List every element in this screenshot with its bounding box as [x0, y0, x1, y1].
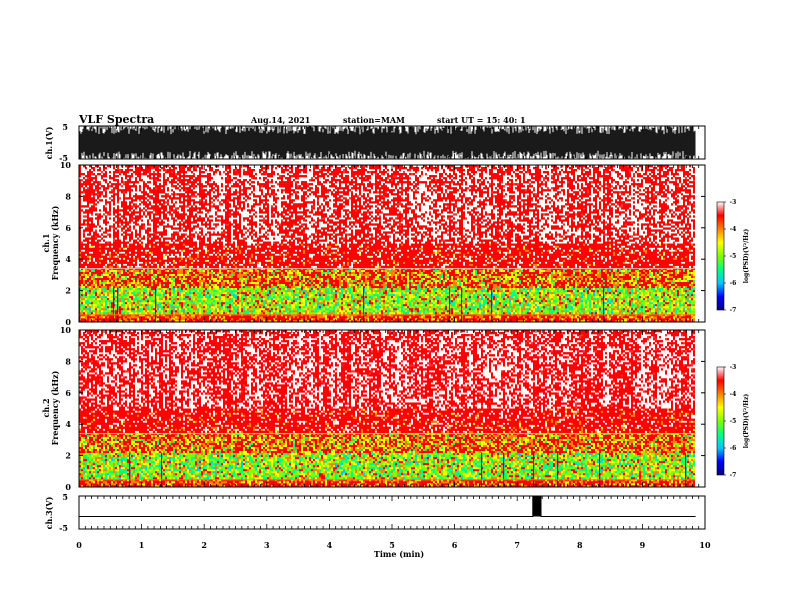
colorbar-tick-label: -7 — [730, 307, 737, 314]
ch3-ytick-bottom: -5 — [59, 523, 68, 533]
ch2-colorbar: -3 -4 -5 -6 -7 log(PSD)(V²/Hz) — [717, 364, 750, 479]
start-time-label: start UT = 15: 40: 1 — [437, 115, 526, 125]
ytick-label: 10 — [60, 325, 72, 335]
x-tick-label: 1 — [139, 540, 145, 550]
station-label: station=MAM — [343, 115, 405, 125]
ytick-label: 8 — [65, 191, 71, 201]
x-tick-label: 7 — [514, 540, 520, 550]
figure-title: VLF Spectra — [78, 113, 154, 126]
ytick-label: 2 — [65, 286, 71, 296]
ytick-label: 4 — [65, 419, 71, 429]
colorbar-label: log(PSD)(V²/Hz) — [743, 394, 750, 449]
colorbar-tick-label: -6 — [730, 280, 737, 287]
ch3-waveform-panel: 5 -5 ch.3(V) — [44, 492, 705, 533]
ch3-ytick-top: 5 — [62, 492, 68, 502]
ch1-ytick-top: 5 — [62, 122, 68, 132]
ch3-waveform-trace — [79, 496, 696, 517]
colorbar-tick-label: -7 — [730, 472, 737, 479]
ytick-label: 6 — [65, 388, 71, 398]
ch1-frequency-label: Frequency (kHz) — [50, 205, 60, 280]
ch1-waveform-line — [80, 126, 695, 159]
ytick-label: 6 — [65, 223, 71, 233]
colorbar-gradient — [717, 202, 724, 310]
colorbar-tick-label: -4 — [730, 391, 737, 398]
colorbar-gradient — [717, 367, 724, 475]
x-tick-label: 8 — [577, 540, 583, 550]
ytick-label: 2 — [65, 451, 71, 461]
ch1-waveform-ylabel: ch.1(V) — [44, 126, 54, 159]
ch1-waveform-panel: 5 -5 ch.1(V) — [44, 122, 705, 163]
ytick-label: 4 — [65, 254, 71, 264]
colorbar-tick-label: -3 — [730, 364, 737, 371]
date-label: Aug.14, 2021 — [250, 115, 310, 125]
ch1-waveform-trace — [80, 126, 695, 159]
x-tick-label: 4 — [327, 540, 333, 550]
ch3-pulse — [533, 496, 541, 517]
ch3-waveform-ylabel: ch.3(V) — [44, 496, 54, 529]
ytick-label: 8 — [65, 356, 71, 366]
x-tick-label: 0 — [76, 540, 82, 550]
ytick-label: 0 — [65, 482, 71, 492]
x-tick-label: 9 — [640, 540, 646, 550]
colorbar-tick-label: -6 — [730, 445, 737, 452]
colorbar-tick-label: -5 — [730, 253, 737, 260]
x-tick-label: 6 — [452, 540, 458, 550]
colorbar-label: log(PSD)(V²/Hz) — [743, 229, 750, 284]
x-tick-label: 3 — [264, 540, 270, 550]
ch1-colorbar: -3 -4 -5 -6 -7 log(PSD)(V²/Hz) — [717, 199, 750, 314]
colorbar-tick-label: -4 — [730, 226, 737, 233]
ch3-waveform-line — [79, 496, 696, 517]
ytick-label: 10 — [60, 160, 72, 170]
x-tick-label: 10 — [699, 540, 711, 550]
colorbar-tick-label: -5 — [730, 418, 737, 425]
x-tick-label: 2 — [201, 540, 207, 550]
colorbar-tick-label: -3 — [730, 199, 737, 206]
ch2-frequency-label: Frequency (kHz) — [50, 370, 60, 445]
x-axis-label: Time (min) — [374, 549, 424, 559]
